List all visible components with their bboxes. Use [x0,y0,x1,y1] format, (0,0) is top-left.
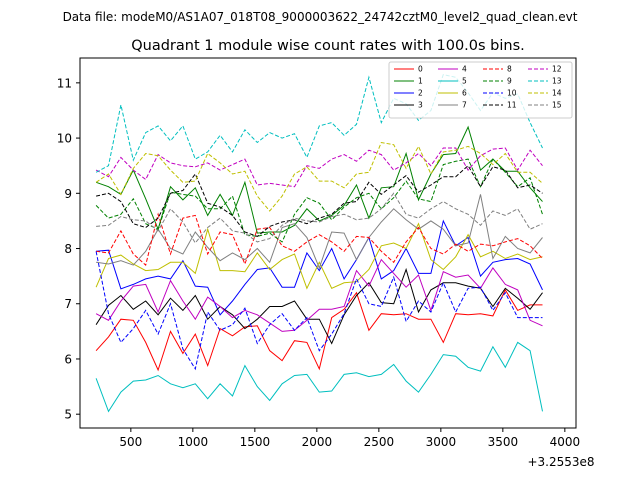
legend-label-5: 5 [462,77,467,86]
series-line-9 [95,158,543,243]
x-tick-label: 2000 [302,435,333,449]
legend-label-6: 6 [462,89,467,98]
figure-suptitle: Data file: modeM0/AS1A07_018T08_90000036… [63,10,578,24]
legend-label-12: 12 [552,65,562,74]
legend-label-7: 7 [462,101,467,110]
y-tick-label: 9 [64,187,72,201]
series-line-12 [95,147,543,188]
legend-label-3: 3 [418,101,423,110]
series-line-1 [95,125,543,234]
legend-label-8: 8 [507,65,512,74]
series-line-15 [96,192,543,244]
series-line-3 [95,267,543,345]
legend-label-0: 0 [418,65,423,74]
legend-label-14: 14 [552,89,562,98]
series-group [95,74,543,413]
legend-label-13: 13 [552,77,562,86]
y-tick-label: 8 [64,242,72,256]
legend-box [388,61,573,119]
series-line-11 [95,164,543,237]
series-line-10 [95,251,543,371]
legend-label-9: 9 [507,77,512,86]
y-tick-label: 10 [57,132,72,146]
plot-frame [79,57,577,429]
y-axis: 5 6 7 8 9 10 11 [57,76,80,422]
x-tick-label: 4000 [550,435,581,449]
series-line-7 [96,194,543,270]
x-tick-label: 2500 [364,435,395,449]
legend-label-15: 15 [552,101,562,110]
y-tick-label: 5 [64,408,72,422]
x-tick-label: 500 [119,435,142,449]
series-line-14 [95,141,543,212]
legend-label-11: 11 [507,101,517,110]
legend-label-4: 4 [462,65,467,74]
x-tick-label: 3000 [426,435,457,449]
x-tick-label: 3500 [488,435,519,449]
legend-label-1: 1 [418,77,423,86]
y-tick-label: 11 [57,76,72,90]
y-tick-label: 6 [64,352,72,366]
x-axis: 500 1000 1500 2000 2500 3000 3500 4000 [119,428,580,449]
series-line-4 [95,258,543,332]
x-tick-label: 1500 [240,435,271,449]
series-line-6 [95,222,543,290]
series-line-8 [96,212,543,267]
y-tick-label: 7 [64,297,72,311]
legend-label-2: 2 [418,89,423,98]
chart-title: Quadrant 1 module wise count rates with … [131,38,525,54]
legend-label-10: 10 [507,89,517,98]
series-line-0 [95,288,543,372]
series-line-2 [96,219,543,316]
x-offset-label: +3.2553e8 [527,455,594,469]
series-line-5 [95,341,543,413]
x-tick-label: 1000 [178,435,209,449]
